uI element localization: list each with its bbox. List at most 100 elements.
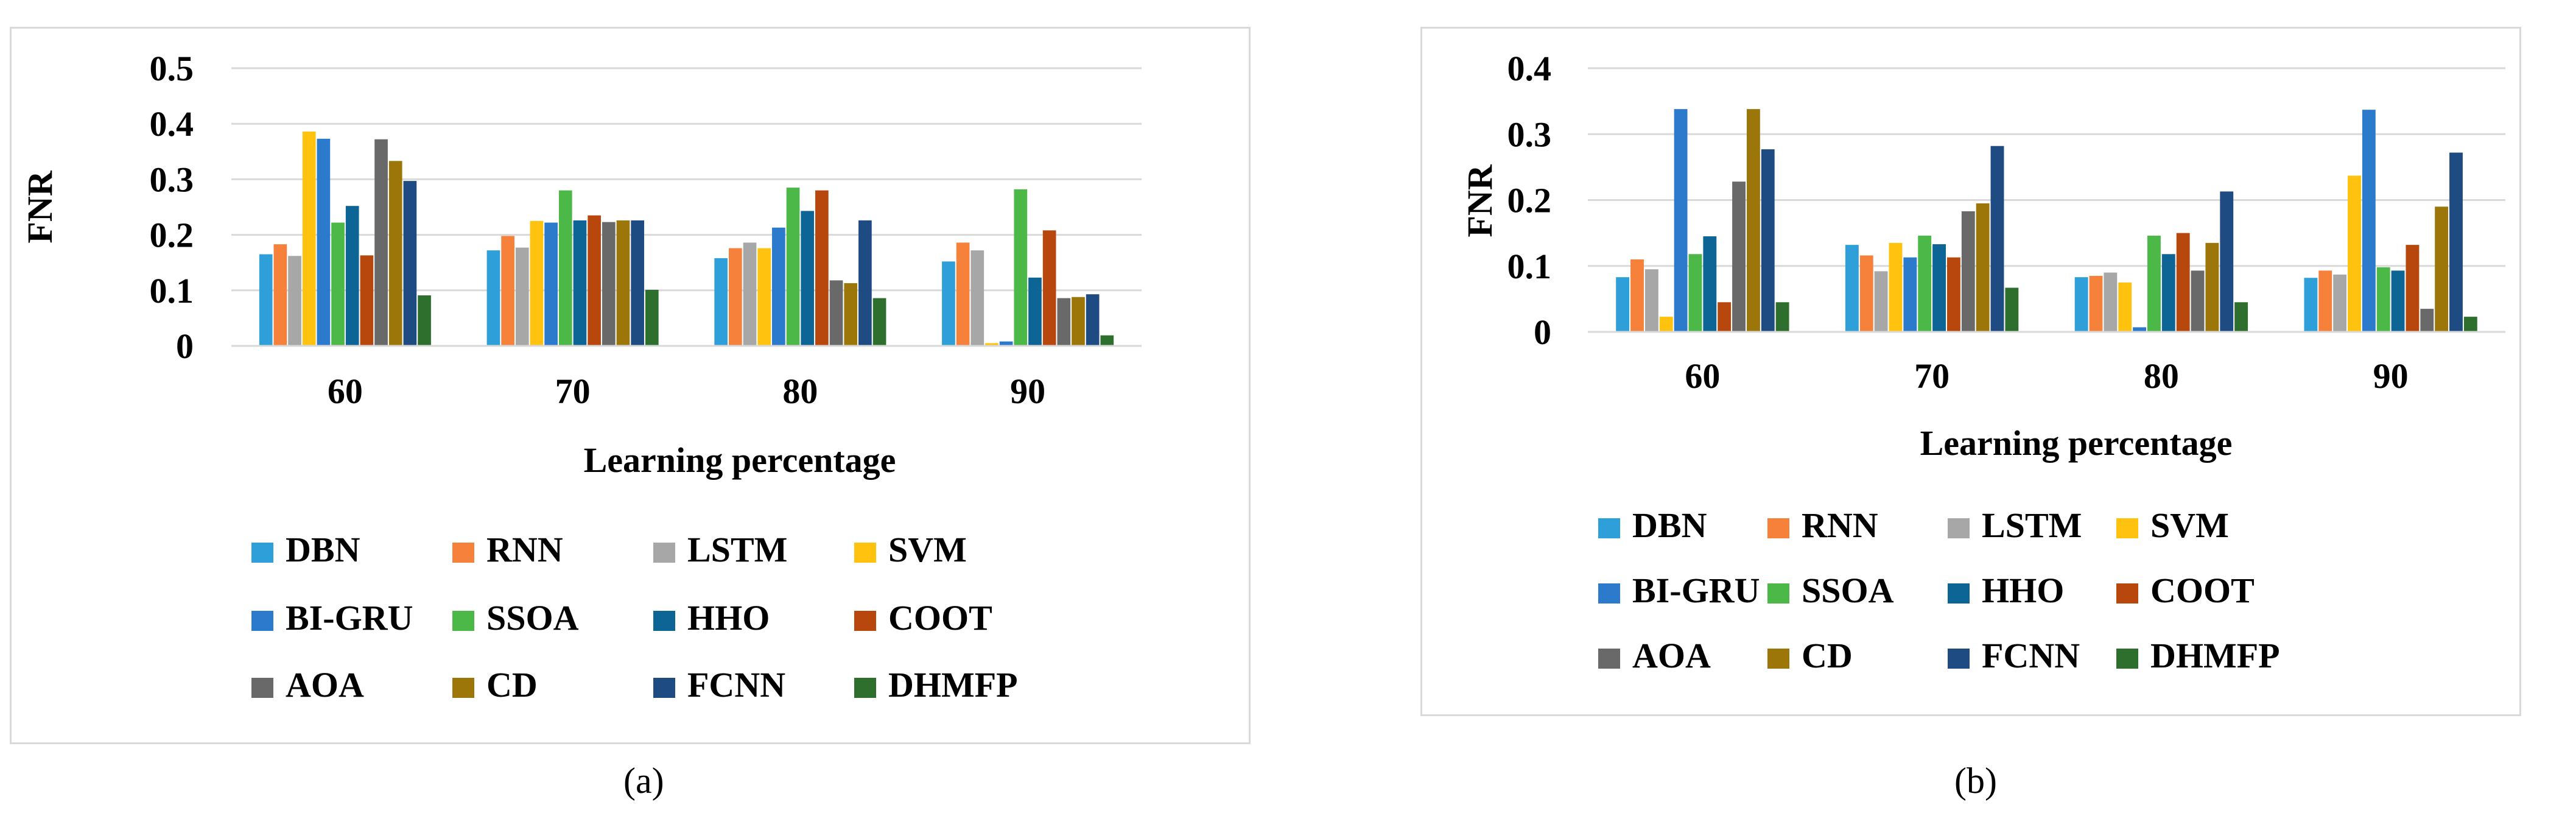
pa-bar-rnn-90 [956,242,970,346]
pa-bar-ssoa-60 [331,222,345,346]
pb-xtick-label: 80 [2144,356,2179,396]
pb-y-axis-label: FNR [1460,164,1500,237]
pb-bar-coot-90 [2406,245,2420,332]
pa-bar-svm-70 [530,220,544,346]
pb-bar-coot-80 [2176,233,2190,332]
pa-ytick-label: 0.1 [150,271,194,311]
pa-legend-swatch-fcnn [653,678,675,698]
pb-bar-hho-90 [2391,270,2405,332]
pa-legend-swatch-lstm [653,543,675,563]
pb-bar-rnn-60 [1630,259,1644,332]
pb-legend-swatch-dhmfp [2116,649,2138,669]
pb-bar-hho-60 [1703,236,1717,332]
pa-xtick-label: 80 [782,371,818,411]
pb-legend-swatch-aoa [1598,649,1620,669]
pb-bar-cd-70 [1976,203,1990,332]
pb-bar-rnn-70 [1859,255,1873,332]
pa-bar-coot-90 [1042,230,1056,346]
pb-bar-hho-80 [2161,254,2175,332]
pb-legend-swatch-cd [1767,649,1789,669]
pa-bar-fcnn-90 [1086,294,1100,346]
pb-bar-svm-80 [2118,282,2132,332]
pb-bar-aoa-70 [1961,211,1975,332]
pb-bar-cd-80 [2205,242,2219,332]
pb-legend-label-dbn: DBN [1632,505,1707,545]
pa-bar-coot-60 [360,255,374,346]
pa-bar-aoa-80 [829,280,843,346]
pa-bar-lstm-60 [288,256,301,346]
pb-bar-cd-90 [2435,206,2449,332]
pb-legend-label-dhmfp: DHMFP [2150,636,2280,675]
pa-bar-svm-60 [302,131,316,346]
pb-bar-fcnn-90 [2449,152,2463,332]
pa-legend-label-dhmfp: DHMFP [888,665,1018,705]
pa-bar-dbn-90 [942,261,955,346]
pb-bar-hho-70 [1932,244,1946,332]
pb-bar-bi-gru-70 [1903,257,1917,332]
pb-bar-ssoa-70 [1918,235,1932,332]
pa-legend-swatch-rnn [452,543,474,563]
pb-ytick-label: 0.2 [1507,181,1552,220]
pb-bar-fcnn-70 [1990,146,2004,333]
pa-legend-label-rnn: RNN [486,530,563,569]
pb-legend-swatch-fcnn [1948,649,1970,669]
pa-bar-cd-90 [1072,297,1085,346]
pb-bar-ssoa-80 [2147,235,2161,332]
pb-legend-label-svm: SVM [2150,505,2229,545]
pb-legend-label-aoa: AOA [1632,636,1711,675]
pb-legend-label-coot: COOT [2150,571,2255,610]
pa-x-axis-label: Learning percentage [584,440,896,480]
pb-bar-lstm-60 [1644,269,1658,332]
pb-legend-swatch-svm [2116,518,2138,538]
pa-bar-ssoa-80 [786,188,800,346]
pa-legend-label-dbn: DBN [286,530,360,569]
pa-bar-cd-60 [388,161,402,346]
pb-bar-lstm-70 [1874,271,1888,332]
pa-bar-aoa-60 [374,139,388,346]
panel-a-frame [10,27,1251,744]
pa-y-axis-label: FNR [20,170,60,243]
pa-bar-fcnn-60 [403,181,417,346]
pa-legend-swatch-svm [854,543,876,563]
pa-bar-ssoa-90 [1014,189,1028,346]
pa-legend-label-coot: COOT [888,598,992,638]
pa-bar-hho-90 [1028,277,1042,346]
pb-bar-rnn-80 [2089,275,2103,332]
pb-bar-lstm-90 [2333,274,2347,332]
pa-ytick-label: 0.4 [150,104,194,144]
pa-bar-dhmfp-60 [418,295,431,346]
pa-bar-bi-gru-90 [999,341,1013,346]
pa-legend-label-aoa: AOA [286,665,364,705]
pb-bar-aoa-60 [1732,181,1746,332]
pa-bar-ssoa-70 [558,190,572,346]
pa-bar-hho-60 [345,206,359,346]
pb-bar-dbn-60 [1616,277,1630,332]
pb-legend-swatch-hho [1948,583,1970,604]
pb-legend-swatch-coot [2116,583,2138,604]
pa-legend-label-bi-gru: BI-GRU [286,598,413,638]
pb-ytick-label: 0.4 [1507,49,1552,88]
pa-legend-swatch-bi-gru [251,611,273,631]
pa-xtick-label: 90 [1010,371,1045,411]
pa-ytick-label: 0.3 [150,160,194,199]
pb-bar-svm-90 [2348,175,2361,332]
pa-legend-swatch-coot [854,611,876,631]
pb-bar-dbn-80 [2074,277,2088,332]
pa-ytick-label: 0.2 [150,216,194,255]
pa-bar-dbn-60 [259,254,273,346]
pa-bar-cd-80 [844,283,858,346]
pa-bar-rnn-60 [273,244,287,346]
pb-x-axis-label: Learning percentage [1920,423,2233,463]
pa-xtick-label: 60 [328,371,363,411]
pb-bar-lstm-80 [2104,272,2118,332]
pb-bar-dbn-70 [1845,245,1859,332]
pb-ytick-label: 0.3 [1507,114,1552,154]
pb-bar-rnn-90 [2318,270,2332,332]
pa-xtick-label: 70 [555,371,591,411]
pb-legend-swatch-rnn [1767,518,1789,538]
pb-bar-dhmfp-90 [2463,317,2477,332]
pa-legend-label-fcnn: FCNN [687,665,785,705]
pa-bar-lstm-80 [743,242,757,346]
pa-bar-coot-70 [588,215,601,346]
pb-bar-aoa-90 [2420,309,2434,332]
